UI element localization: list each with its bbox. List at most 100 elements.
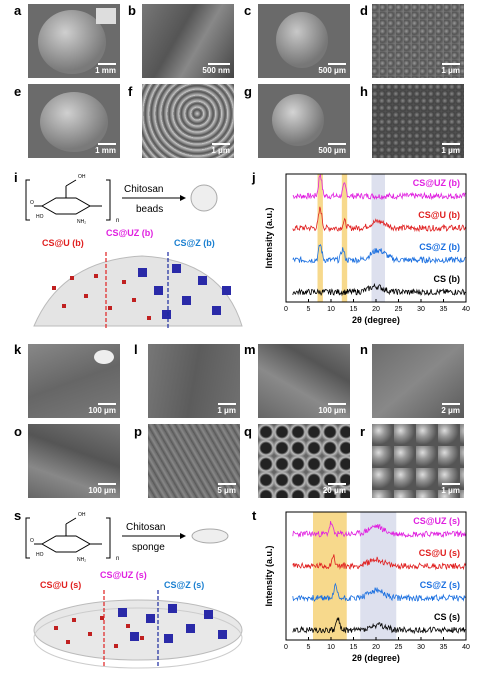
- zif-particles: [138, 264, 231, 319]
- y-axis-label: Intensity (a.u.): [264, 545, 274, 606]
- scale-bar: 500 μm: [318, 143, 346, 155]
- label-cs-u-b: CS@U (b): [42, 238, 84, 248]
- panel-letter-d: d: [360, 3, 368, 18]
- svg-text:OH: OH: [78, 512, 86, 518]
- bead-image: [272, 94, 324, 146]
- x-tick-label: 25: [395, 306, 403, 313]
- series-label: CS@UZ (s): [413, 516, 460, 526]
- sponge-surface: [33, 599, 243, 661]
- scale-bar: 500 nm: [202, 63, 230, 75]
- svg-text:HO: HO: [36, 214, 44, 220]
- series-label: CS (b): [434, 274, 461, 284]
- series-line: [292, 174, 466, 201]
- series-label: CS@Z (s): [420, 580, 460, 590]
- scale-bar: 500 μm: [318, 63, 346, 75]
- panel-letter-l: l: [134, 342, 138, 357]
- svg-text:n: n: [116, 556, 119, 562]
- svg-text:HO: HO: [36, 552, 44, 558]
- svg-text:O: O: [30, 538, 34, 544]
- chitosan-structure: [25, 517, 111, 559]
- series-label: CS@U (s): [419, 548, 460, 558]
- x-tick-label: 0: [284, 306, 288, 313]
- sem-panel-k: 100 μm: [28, 344, 120, 418]
- sem-panel-p: 5 μm: [148, 424, 240, 498]
- x-axis-label: 2θ (degree): [352, 653, 400, 663]
- series-label: CS@Z (b): [419, 242, 460, 252]
- scale-bar: 2 μm: [441, 403, 460, 415]
- sem-panel-n: 2 μm: [372, 344, 464, 418]
- panel-letter-j: j: [252, 170, 256, 185]
- series-line: [292, 582, 466, 603]
- x-tick-label: 15: [350, 306, 358, 313]
- series-line: [292, 282, 466, 297]
- label-cs-z-b: CS@Z (b): [174, 238, 215, 248]
- x-tick-label: 40: [462, 644, 470, 651]
- sem-panel-d: 1 μm: [372, 4, 464, 78]
- x-tick-label: 10: [327, 644, 335, 651]
- scale-bar: 1 μm: [217, 403, 236, 415]
- panel-letter-c: c: [244, 3, 252, 18]
- sem-panel-a: 1 mm: [28, 4, 120, 78]
- panel-letter-h: h: [360, 84, 368, 99]
- series-label: CS (s): [434, 612, 460, 622]
- label-cs-z-s: CS@Z (s): [164, 580, 204, 590]
- product-label: sponge: [132, 542, 165, 553]
- series-label: CS@UZ (b): [413, 178, 460, 188]
- panel-letter-q: q: [244, 424, 252, 439]
- scale-bar: 1 μm: [441, 63, 460, 75]
- sem-panel-b: 500 nm: [142, 4, 234, 78]
- panel-letter-m: m: [244, 342, 256, 357]
- scale-bar: 20 μm: [323, 483, 346, 495]
- cu-particles: [52, 274, 151, 320]
- cu-particles: [54, 616, 144, 648]
- svg-text:OH: OH: [78, 174, 86, 180]
- x-tick-label: 20: [372, 644, 380, 651]
- bead-image: [40, 92, 108, 152]
- chitosan-structure: [25, 179, 111, 221]
- x-tick-label: 30: [417, 644, 425, 651]
- panel-letter-o: o: [14, 424, 22, 439]
- x-axis-label: 2θ (degree): [352, 315, 400, 325]
- sem-panel-r: 1 μm: [372, 424, 464, 498]
- arrow-label: Chitosan: [124, 184, 163, 195]
- scale-bar: 100 μm: [88, 483, 116, 495]
- x-tick-label: 15: [350, 644, 358, 651]
- sem-panel-m: 100 μm: [258, 344, 350, 418]
- panel-letter-k: k: [14, 342, 22, 357]
- panel-letter-f: f: [128, 84, 133, 99]
- schematic-sponge: OH HO NH₂ O n Chitosan sponge CS@U (s) C…: [25, 512, 243, 669]
- svg-text:O: O: [30, 200, 34, 206]
- sem-panel-l: 1 μm: [148, 344, 240, 418]
- sem-panel-h: 1 μm: [372, 84, 464, 158]
- panel-letter-n: n: [360, 342, 368, 357]
- label-cs-uz-s: CS@UZ (s): [100, 570, 147, 580]
- x-tick-label: 30: [417, 306, 425, 313]
- bead-image: [276, 12, 328, 68]
- x-tick-label: 40: [462, 306, 470, 313]
- label-cs-uz-b: CS@UZ (b): [106, 228, 153, 238]
- sponge-icon: [191, 528, 229, 544]
- schematic-beads: OH HO NH₂ O n Chitosan beads CS@U (b) CS…: [25, 174, 243, 328]
- svg-text:n: n: [116, 218, 119, 224]
- bead-surface: [33, 255, 243, 327]
- sem-panel-g: 500 μm: [258, 84, 350, 158]
- sem-panel-o: 100 μm: [28, 424, 120, 498]
- label-cs-u-s: CS@U (s): [40, 580, 81, 590]
- bead-image: [38, 8, 116, 74]
- series-label: CS@U (b): [418, 210, 460, 220]
- highlight-band: [317, 174, 323, 302]
- scale-bar: 100 μm: [318, 403, 346, 415]
- scale-bar: 5 μm: [217, 483, 236, 495]
- panel-letter-b: b: [128, 3, 136, 18]
- zif-particles: [118, 604, 227, 643]
- x-tick-label: 20: [372, 306, 380, 313]
- series-line: [292, 206, 466, 233]
- series-line: [292, 521, 466, 539]
- panel-letter-a: a: [14, 3, 22, 18]
- y-axis-label: Intensity (a.u.): [264, 207, 274, 268]
- product-label: beads: [136, 204, 163, 215]
- highlight-band: [341, 174, 348, 302]
- sem-panel-q: 20 μm: [258, 424, 350, 498]
- panel-letter-r: r: [360, 424, 366, 439]
- svg-text:NH₂: NH₂: [77, 219, 86, 225]
